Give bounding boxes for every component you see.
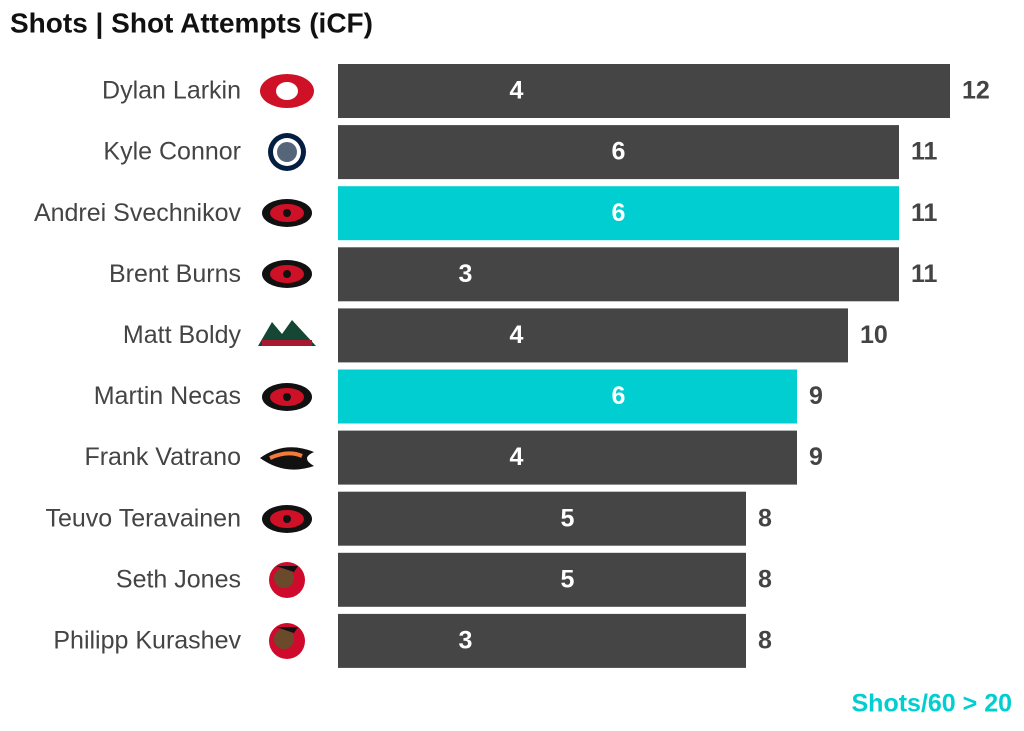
bar <box>338 125 899 180</box>
value-label: 10 <box>860 321 888 349</box>
player-name: Frank Vatrano <box>84 443 241 471</box>
inner-label: 3 <box>459 260 473 288</box>
logo-hurricanes <box>262 505 312 533</box>
inner-label: 5 <box>561 565 575 593</box>
inner-label: 6 <box>612 382 626 410</box>
inner-label: 5 <box>561 504 575 532</box>
player-name: Philipp Kurashev <box>53 627 241 655</box>
logo-red-wings <box>260 74 314 108</box>
value-label: 9 <box>809 382 823 410</box>
player-name: Matt Boldy <box>123 321 242 349</box>
player-name: Martin Necas <box>94 382 241 410</box>
logo-blackhawks <box>269 623 305 659</box>
logo-hurricanes <box>262 260 312 288</box>
inner-label: 6 <box>612 199 626 227</box>
inner-label: 6 <box>612 138 626 166</box>
logo-wild <box>258 320 316 346</box>
bar <box>338 552 746 607</box>
bar <box>338 64 950 118</box>
inner-label: 4 <box>510 321 524 349</box>
value-label: 11 <box>911 138 938 166</box>
inner-label: 4 <box>510 77 524 105</box>
logo-hurricanes <box>262 383 312 411</box>
logo-jets <box>268 133 306 171</box>
chart-title: Shots | Shot Attempts (iCF) <box>10 7 373 38</box>
player-name: Kyle Connor <box>103 138 241 166</box>
player-name: Seth Jones <box>116 565 241 593</box>
bar <box>338 308 848 363</box>
value-label: 12 <box>962 77 990 105</box>
logo-hurricanes <box>262 199 312 227</box>
logo-ducks <box>260 447 314 470</box>
bar <box>338 491 746 546</box>
value-label: 8 <box>758 627 772 655</box>
player-name: Teuvo Teravainen <box>45 504 241 532</box>
value-label: 9 <box>809 443 823 471</box>
player-name: Dylan Larkin <box>102 77 241 105</box>
value-label: 11 <box>911 260 938 288</box>
player-name: Brent Burns <box>109 260 241 288</box>
value-label: 11 <box>911 199 938 227</box>
bar <box>338 247 899 302</box>
bar <box>338 186 899 241</box>
bar <box>338 369 797 424</box>
bar <box>338 430 797 485</box>
value-label: 8 <box>758 565 772 593</box>
team-logos <box>258 74 316 659</box>
logo-blackhawks <box>269 562 305 598</box>
inner-label: 3 <box>459 627 473 655</box>
annotation: Shots/60 > 20 <box>852 690 1013 718</box>
value-label: 8 <box>758 504 772 532</box>
inner-label: 4 <box>510 443 524 471</box>
bar <box>338 613 746 668</box>
player-name: Andrei Svechnikov <box>34 199 242 227</box>
